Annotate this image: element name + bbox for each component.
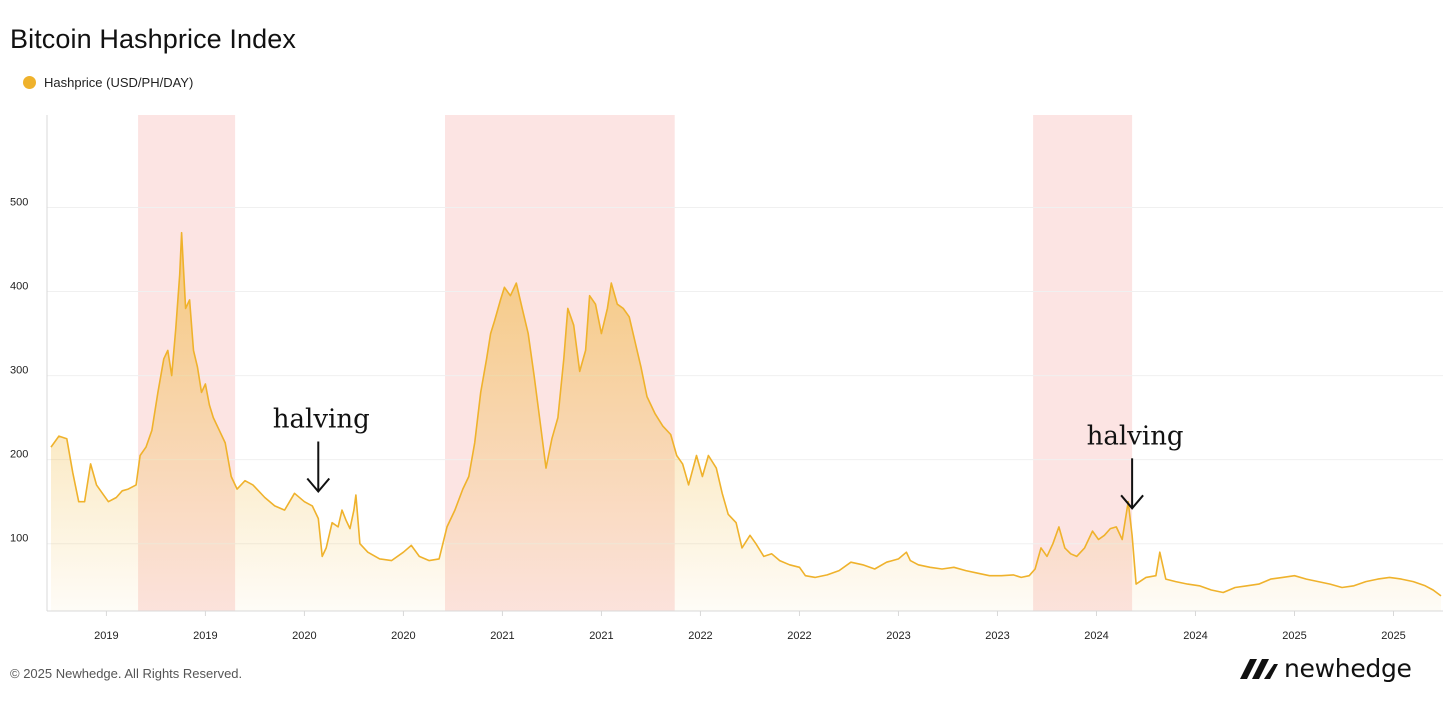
halving-arrow-head-0 <box>306 477 331 494</box>
x-tick-label-7: 2022 <box>787 630 811 642</box>
copyright-text: © 2025 Newhedge. All Rights Reserved. <box>10 666 243 681</box>
x-tick-label-11: 2024 <box>1183 630 1207 642</box>
x-tick-label-8: 2023 <box>886 630 910 642</box>
y-tick-label-400: 400 <box>10 281 28 293</box>
y-tick-label-200: 200 <box>10 449 28 461</box>
legend[interactable]: Hashprice (USD/PH/DAY) <box>23 75 193 90</box>
series-area <box>51 232 1441 611</box>
brand-logo[interactable]: newhedge <box>1240 654 1412 683</box>
y-tick-label-100: 100 <box>10 533 28 545</box>
x-tick-label-4: 2021 <box>490 630 514 642</box>
x-tick-label-2: 2020 <box>292 630 316 642</box>
halving-annotation-0: halving <box>273 405 370 435</box>
halving-arrow-head-1 <box>1120 494 1144 510</box>
legend-label: Hashprice (USD/PH/DAY) <box>44 75 194 90</box>
x-tick-label-5: 2021 <box>589 630 613 642</box>
brand-name: newhedge <box>1284 654 1412 683</box>
newhedge-logo-icon <box>1240 658 1278 679</box>
legend-dot-icon <box>23 76 36 89</box>
x-tick-label-1: 2019 <box>193 630 217 642</box>
x-tick-label-3: 2020 <box>391 630 415 642</box>
halving-annotation-1: halving <box>1087 421 1184 451</box>
x-tick-label-10: 2024 <box>1084 630 1108 642</box>
x-tick-label-0: 2019 <box>94 630 118 642</box>
y-tick-label-300: 300 <box>10 365 28 377</box>
y-tick-label-500: 500 <box>10 196 28 208</box>
series-line <box>50 231 1442 597</box>
x-tick-label-12: 2025 <box>1282 630 1306 642</box>
x-tick-label-13: 2025 <box>1381 630 1405 642</box>
x-tick-label-9: 2023 <box>985 630 1009 642</box>
x-tick-label-6: 2022 <box>688 630 712 642</box>
chart-title: Bitcoin Hashprice Index <box>10 24 296 54</box>
